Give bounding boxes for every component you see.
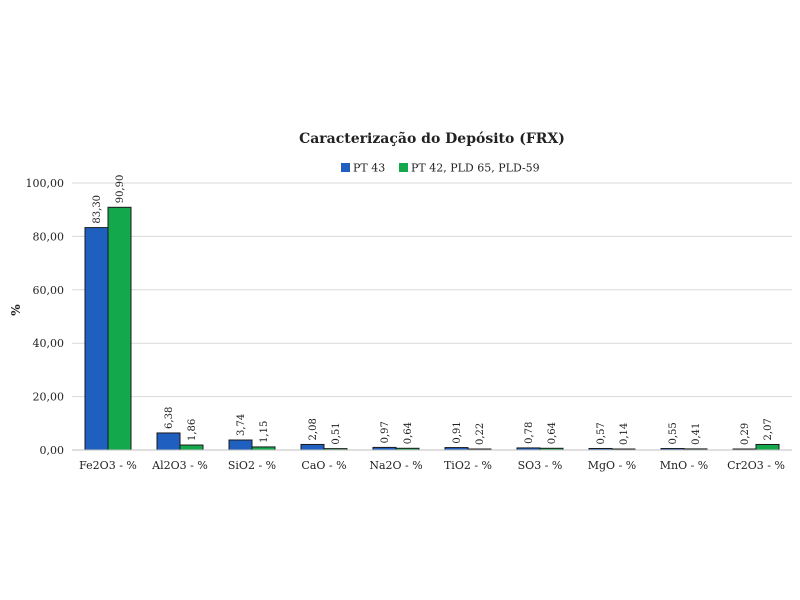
bar-pt43-3 bbox=[300, 443, 325, 451]
x-tick-label: MnO - % bbox=[660, 459, 709, 472]
data-label-pt42-0: 90,90 bbox=[115, 175, 126, 204]
data-label-pt43-4: 0,97 bbox=[380, 421, 391, 443]
x-tick-label: Al2O3 - % bbox=[151, 459, 208, 472]
data-label-pt42-1: 1,86 bbox=[187, 419, 198, 441]
gridlines bbox=[72, 182, 792, 398]
x-tick-label: Na2O - % bbox=[369, 459, 422, 472]
data-label-pt43-7: 0,57 bbox=[596, 422, 607, 444]
y-tick-label: 40,00 bbox=[33, 337, 65, 350]
data-label-pt43-0: 83,30 bbox=[92, 195, 103, 224]
data-label-pt42-8: 0,41 bbox=[691, 423, 702, 445]
legend-label-pt42: PT 42, PLD 65, PLD-59 bbox=[411, 162, 540, 175]
x-tick-label: Cr2O3 - % bbox=[727, 459, 785, 472]
y-tick-label: 100,00 bbox=[26, 177, 65, 190]
legend-swatch-pt43 bbox=[341, 163, 350, 172]
data-label-pt42-9: 2,07 bbox=[763, 418, 774, 440]
data-label-pt42-7: 0,14 bbox=[619, 423, 630, 445]
bar-pt42-9 bbox=[755, 443, 780, 451]
data-label-pt43-6: 0,78 bbox=[524, 422, 535, 444]
x-tick-label: Fe2O3 - % bbox=[79, 459, 137, 472]
data-label-pt42-2: 1,15 bbox=[259, 421, 270, 443]
legend: PT 43 PT 42, PLD 65, PLD-59 bbox=[341, 162, 540, 175]
data-label-pt43-3: 2,08 bbox=[308, 418, 319, 440]
y-tick-label: 0,00 bbox=[40, 444, 65, 457]
x-tick-label: MgO - % bbox=[588, 459, 637, 472]
legend-label-pt43: PT 43 bbox=[353, 162, 385, 175]
bar-pt42-0 bbox=[107, 206, 132, 451]
y-tick-label: 20,00 bbox=[33, 391, 65, 404]
data-labels: 83,30 90,90 6,38 1,86 3,74 1,15 2,08 0,51 0,97 0,… bbox=[92, 175, 774, 445]
x-tick-label: TiO2 - % bbox=[444, 459, 492, 472]
data-label-pt42-5: 0,22 bbox=[475, 423, 486, 445]
x-tick-label: SO3 - % bbox=[518, 459, 563, 472]
y-axis-ticks: 0,00 20,00 40,00 60,00 80,00 100,00 bbox=[26, 177, 65, 457]
chart-title: Caracterização do Depósito (FRX) bbox=[299, 130, 565, 147]
y-tick-label: 60,00 bbox=[33, 284, 65, 297]
data-label-pt42-6: 0,64 bbox=[547, 422, 558, 444]
bar-pt43-1 bbox=[156, 432, 181, 451]
data-label-pt42-3: 0,51 bbox=[331, 422, 342, 444]
x-tick-label: SiO2 - % bbox=[228, 459, 276, 472]
bar-pt43-0 bbox=[84, 227, 109, 451]
data-label-pt43-1: 6,38 bbox=[164, 407, 175, 429]
data-label-pt42-4: 0,64 bbox=[403, 422, 414, 444]
data-label-pt43-5: 0,91 bbox=[452, 421, 463, 443]
x-axis-ticks: Fe2O3 - % Al2O3 - % SiO2 - % CaO - % Na2O - … bbox=[79, 459, 785, 472]
y-tick-label: 80,00 bbox=[33, 230, 65, 243]
y-axis-label: % bbox=[9, 304, 23, 316]
bars bbox=[84, 206, 780, 451]
data-label-pt43-8: 0,55 bbox=[668, 422, 679, 444]
data-label-pt43-9: 0,29 bbox=[740, 423, 751, 445]
bar-pt42-1 bbox=[179, 444, 204, 451]
bar-pt43-2 bbox=[228, 439, 253, 451]
legend-swatch-pt42 bbox=[399, 163, 408, 172]
x-tick-label: CaO - % bbox=[301, 459, 346, 472]
data-label-pt43-2: 3,74 bbox=[236, 414, 247, 436]
